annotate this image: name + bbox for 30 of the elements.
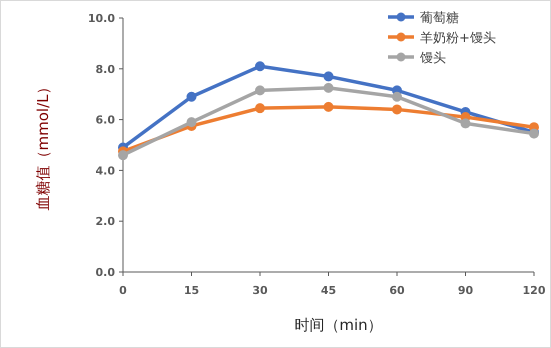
legend-label: 馒头 bbox=[419, 51, 446, 66]
y-tick-label: 10.0 bbox=[88, 12, 116, 25]
point bbox=[460, 118, 470, 128]
y-tick-label: 0.0 bbox=[96, 266, 116, 279]
x-tick-label: 30 bbox=[252, 284, 268, 297]
point bbox=[118, 150, 128, 160]
legend-label: 葡萄糖 bbox=[420, 11, 459, 26]
x-tick-label: 0 bbox=[119, 284, 128, 297]
point bbox=[186, 92, 196, 102]
point bbox=[255, 103, 265, 114]
y-tick-label: 6.0 bbox=[96, 114, 116, 127]
point bbox=[324, 71, 334, 82]
y-tick-label: 2.0 bbox=[96, 215, 116, 228]
point bbox=[392, 92, 402, 102]
point bbox=[392, 104, 402, 114]
y-axis-title: 血糖值（mmol/L） bbox=[34, 80, 52, 210]
x-tick-label: 90 bbox=[458, 284, 474, 297]
legend-label: 羊奶粉+馒头 bbox=[420, 31, 496, 46]
point bbox=[186, 117, 196, 128]
point bbox=[324, 102, 334, 112]
point bbox=[255, 61, 265, 72]
x-tick-label: 120 bbox=[522, 284, 546, 297]
x-tick-label: 60 bbox=[389, 284, 405, 297]
point bbox=[255, 85, 265, 96]
x-tick-label: 15 bbox=[184, 284, 200, 297]
y-tick-label: 8.0 bbox=[96, 62, 116, 76]
x-tick-label: 45 bbox=[320, 284, 336, 297]
point bbox=[324, 82, 334, 93]
y-tick-label: 4.0 bbox=[96, 164, 116, 178]
x-axis-title: 时间（min） bbox=[294, 316, 383, 334]
